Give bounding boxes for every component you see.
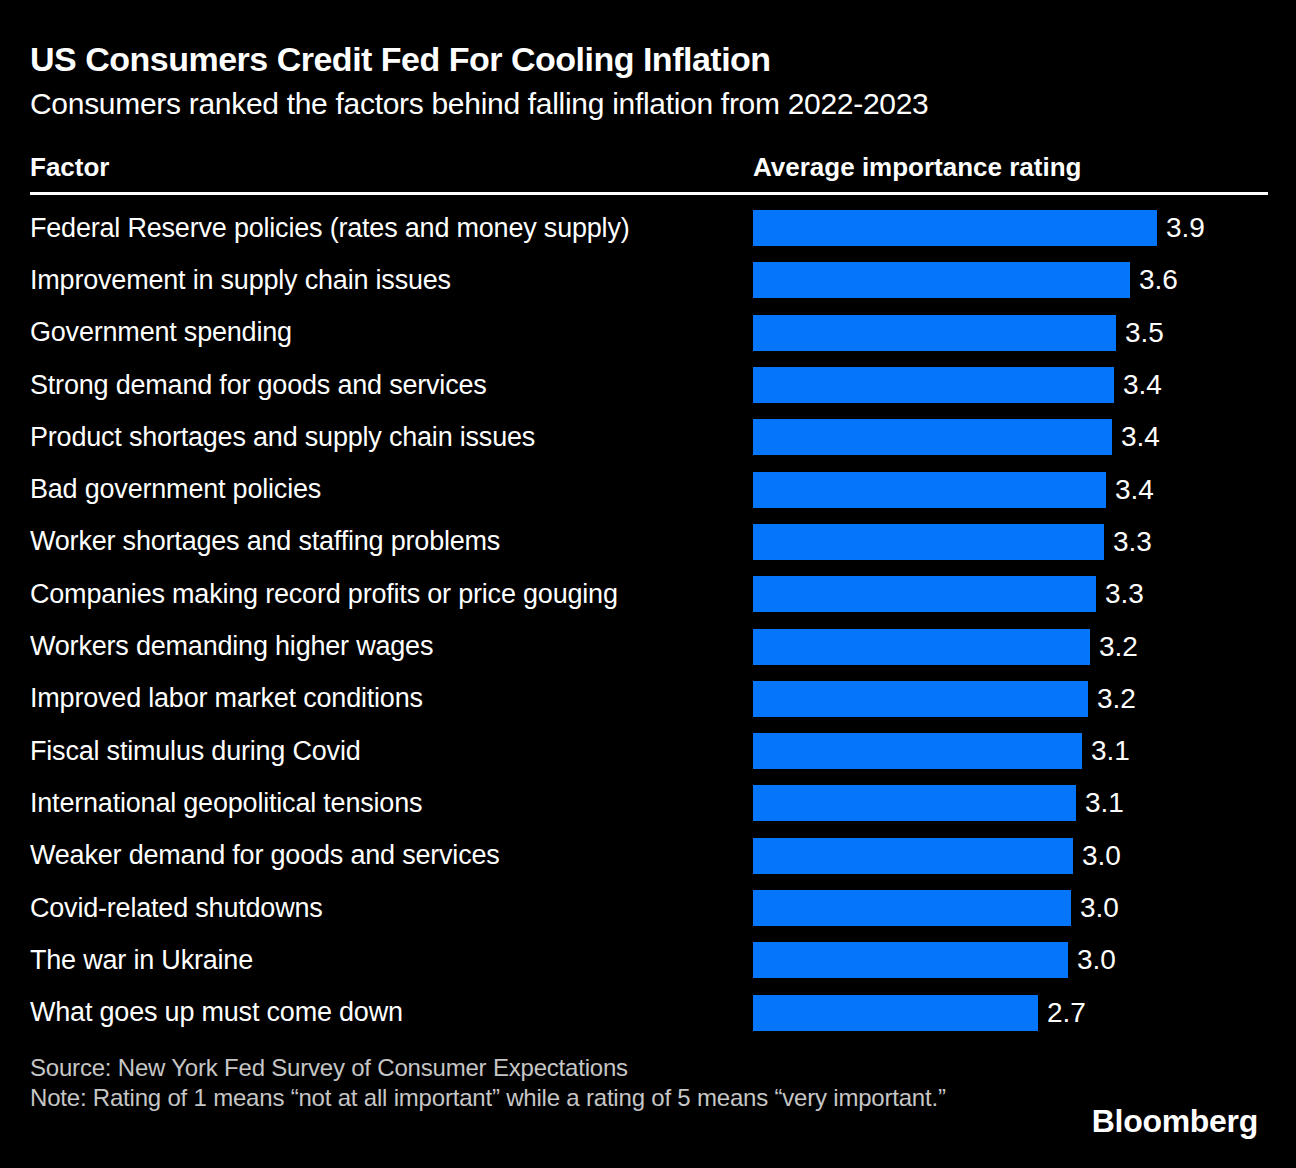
value-label: 3.4 (1115, 474, 1154, 506)
bar (753, 576, 1096, 612)
factor-label: Government spending (30, 317, 753, 348)
bar-cell: 3.0 (753, 942, 1116, 978)
value-label: 3.3 (1105, 578, 1144, 610)
value-label: 3.0 (1080, 892, 1119, 924)
bar (753, 942, 1068, 978)
factor-label: Covid-related shutdowns (30, 893, 753, 924)
value-label: 3.5 (1125, 317, 1164, 349)
bar (753, 262, 1130, 298)
factor-label: What goes up must come down (30, 997, 753, 1028)
table-row: What goes up must come down 2.7 (30, 986, 1290, 1038)
factor-column-header: Factor (30, 152, 109, 183)
rating-column-header: Average importance rating (753, 152, 1081, 183)
factor-label: Worker shortages and staffing problems (30, 526, 753, 557)
value-label: 2.7 (1047, 997, 1086, 1029)
bar (753, 210, 1157, 246)
bar-rows: Federal Reserve policies (rates and mone… (30, 202, 1290, 1039)
factor-label: Weaker demand for goods and services (30, 840, 753, 871)
bar-cell: 3.4 (753, 419, 1160, 455)
bar-cell: 3.3 (753, 576, 1144, 612)
factor-label: The war in Ukraine (30, 945, 753, 976)
bar-cell: 2.7 (753, 995, 1086, 1031)
value-label: 3.0 (1082, 840, 1121, 872)
table-row: Fiscal stimulus during Covid 3.1 (30, 725, 1290, 777)
factor-label: Improvement in supply chain issues (30, 265, 753, 296)
value-label: 3.2 (1097, 683, 1136, 715)
bar-cell: 3.5 (753, 315, 1164, 351)
table-row: Covid-related shutdowns 3.0 (30, 882, 1290, 934)
factor-label: Fiscal stimulus during Covid (30, 736, 753, 767)
bar (753, 890, 1071, 926)
bar-cell: 3.1 (753, 785, 1124, 821)
bar (753, 733, 1082, 769)
table-row: Product shortages and supply chain issue… (30, 411, 1290, 463)
value-label: 3.4 (1123, 369, 1162, 401)
factor-label: Companies making record profits or price… (30, 579, 753, 610)
table-row: Federal Reserve policies (rates and mone… (30, 202, 1290, 254)
factor-label: Workers demanding higher wages (30, 631, 753, 662)
bar (753, 995, 1038, 1031)
bar (753, 524, 1104, 560)
value-label: 3.9 (1166, 212, 1205, 244)
chart-page: US Consumers Credit Fed For Cooling Infl… (0, 0, 1296, 1168)
table-row: Strong demand for goods and services 3.4 (30, 359, 1290, 411)
bar (753, 838, 1073, 874)
bar (753, 681, 1088, 717)
table-row: Bad government policies 3.4 (30, 463, 1290, 515)
factor-label: Product shortages and supply chain issue… (30, 422, 753, 453)
bar-cell: 3.3 (753, 524, 1152, 560)
chart-subtitle: Consumers ranked the factors behind fall… (30, 87, 928, 121)
value-label: 3.1 (1091, 735, 1130, 767)
table-row: Weaker demand for goods and services 3.0 (30, 830, 1290, 882)
bar-cell: 3.0 (753, 838, 1121, 874)
value-label: 3.4 (1121, 421, 1160, 453)
bar (753, 629, 1090, 665)
bar-cell: 3.2 (753, 681, 1136, 717)
factor-label: Strong demand for goods and services (30, 370, 753, 401)
value-label: 3.6 (1139, 264, 1178, 296)
table-row: Improved labor market conditions 3.2 (30, 673, 1290, 725)
bloomberg-logo: Bloomberg (1092, 1103, 1258, 1140)
bar-cell: 3.0 (753, 890, 1119, 926)
bar-cell: 3.2 (753, 629, 1138, 665)
bar-cell: 3.6 (753, 262, 1178, 298)
factor-label: Federal Reserve policies (rates and mone… (30, 213, 753, 244)
factor-label: International geopolitical tensions (30, 788, 753, 819)
bar (753, 785, 1076, 821)
bar (753, 472, 1106, 508)
table-row: Companies making record profits or price… (30, 568, 1290, 620)
table-row: Improvement in supply chain issues 3.6 (30, 254, 1290, 306)
table-row: International geopolitical tensions 3.1 (30, 777, 1290, 829)
note-text: Note: Rating of 1 means “not at all impo… (30, 1084, 946, 1111)
table-row: Government spending 3.5 (30, 307, 1290, 359)
factor-label: Bad government policies (30, 474, 753, 505)
bar-cell: 3.4 (753, 367, 1162, 403)
table-row: The war in Ukraine 3.0 (30, 934, 1290, 986)
bar (753, 419, 1112, 455)
factor-label: Improved labor market conditions (30, 683, 753, 714)
bar-cell: 3.4 (753, 472, 1154, 508)
footer-notes: Source: New York Fed Survey of Consumer … (30, 1053, 975, 1112)
header-divider (30, 192, 1268, 195)
value-label: 3.0 (1077, 944, 1116, 976)
value-label: 3.2 (1099, 631, 1138, 663)
bar (753, 315, 1116, 351)
table-row: Workers demanding higher wages 3.2 (30, 620, 1290, 672)
source-text: Source: New York Fed Survey of Consumer … (30, 1053, 975, 1083)
bar-cell: 3.1 (753, 733, 1130, 769)
bar (753, 367, 1114, 403)
bar-cell: 3.9 (753, 210, 1205, 246)
table-row: Worker shortages and staffing problems 3… (30, 516, 1290, 568)
value-label: 3.1 (1085, 787, 1124, 819)
value-label: 3.3 (1113, 526, 1152, 558)
chart-title: US Consumers Credit Fed For Cooling Infl… (30, 40, 771, 79)
column-headers: Factor Average importance rating (30, 152, 1268, 182)
